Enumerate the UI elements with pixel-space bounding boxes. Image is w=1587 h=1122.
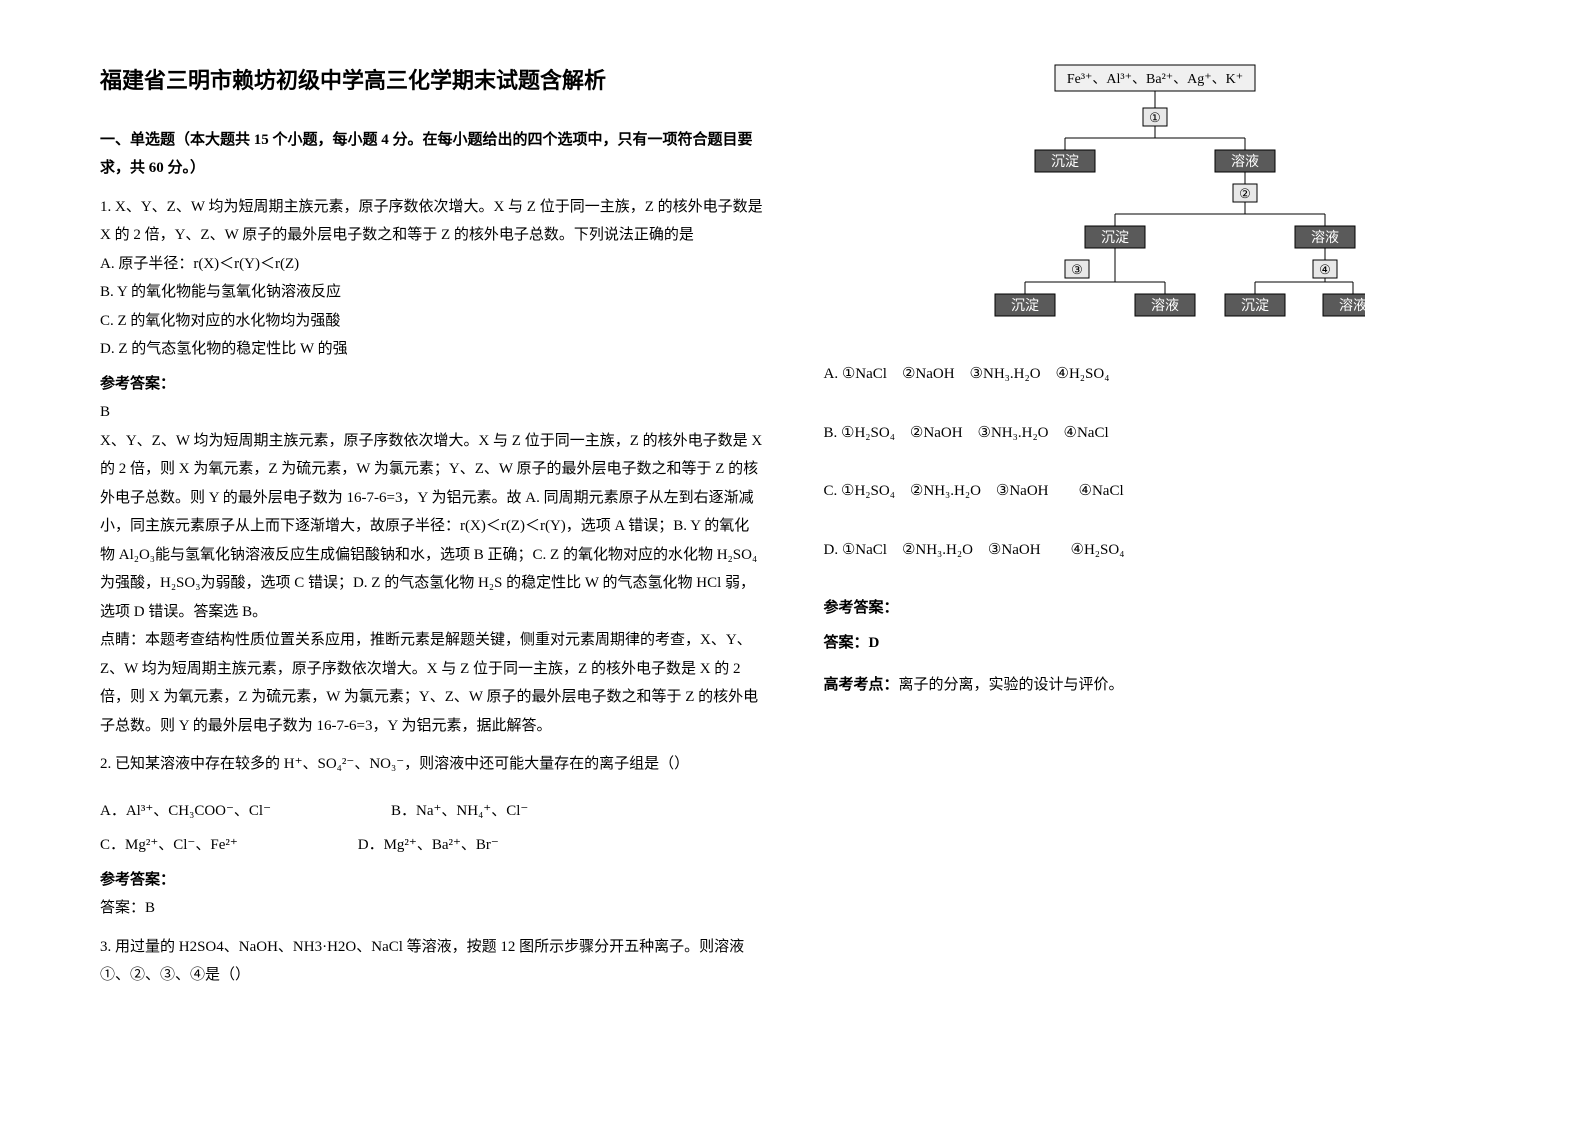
q3-stem: 3. 用过量的 H2SO4、NaOH、NH3·H2O、NaCl 等溶液，按题 1…: [100, 933, 764, 990]
question-3: 3. 用过量的 H2SO4、NaOH、NH3·H2O、NaCl 等溶液，按题 1…: [100, 933, 764, 990]
q2-stem: 2. 已知某溶液中存在较多的 H⁺、SO₄²⁻、NO₃⁻，则溶液中还可能大量存在…: [100, 750, 764, 779]
q3-optA: A. ①NaCl ②NaOH ③NH₃.H₂O ④H₂SO₄: [824, 360, 1488, 389]
svg-text:溶液: 溶液: [1231, 154, 1259, 170]
svg-text:沉淀: 沉淀: [1101, 230, 1129, 246]
answer-label: 参考答案：: [100, 866, 764, 895]
q2-optB: B．Na⁺、NH₄⁺、Cl⁻: [391, 797, 528, 826]
svg-text:沉淀: 沉淀: [1241, 298, 1269, 314]
q3-answer: 答案：D: [824, 629, 1488, 658]
svg-text:④: ④: [1319, 262, 1331, 277]
q2-answer: 答案：B: [100, 894, 764, 923]
answer-label: 参考答案：: [100, 370, 764, 399]
svg-text:②: ②: [1239, 186, 1251, 201]
svg-text:溶液: 溶液: [1311, 230, 1339, 246]
q2-optA: A．Al³⁺、CH₃COO⁻、Cl⁻: [100, 797, 271, 826]
q1-explanation-2: 点睛：本题考查结构性质位置关系应用，推断元素是解题关键，侧重对元素周期律的考查，…: [100, 626, 764, 740]
q1-answer: B: [100, 398, 764, 427]
q1-stem: 1. X、Y、Z、W 均为短周期主族元素，原子序数依次增大。X 与 Z 位于同一…: [100, 193, 764, 250]
section-heading: 一、单选题（本大题共 15 个小题，每小题 4 分。在每小题给出的四个选项中，只…: [100, 126, 764, 183]
svg-text:沉淀: 沉淀: [1051, 154, 1079, 170]
q2-optD: D．Mg²⁺、Ba²⁺、Br⁻: [358, 831, 499, 860]
svg-text:③: ③: [1071, 262, 1083, 277]
q1-optC: C. Z 的氧化物对应的水化物均为强酸: [100, 307, 764, 336]
q1-explanation-1: X、Y、Z、W 均为短周期主族元素，原子序数依次增大。X 与 Z 位于同一主族，…: [100, 427, 764, 627]
question-1: 1. X、Y、Z、W 均为短周期主族元素，原子序数依次增大。X 与 Z 位于同一…: [100, 193, 764, 741]
diagram-top-ions: Fe³⁺、Al³⁺、Ba²⁺、Ag⁺、K⁺: [1067, 72, 1243, 87]
q3-optC: C. ①H₂SO₄ ②NH₃.H₂O ③NaOH ④NaCl: [824, 477, 1488, 506]
svg-text:溶液: 溶液: [1151, 298, 1179, 314]
q3-exam-point: 高考考点：离子的分离，实验的设计与评价。: [824, 671, 1488, 700]
svg-text:①: ①: [1149, 110, 1161, 125]
q1-optD: D. Z 的气态氢化物的稳定性比 W 的强: [100, 335, 764, 364]
q1-optB: B. Y 的氧化物能与氢氧化钠溶液反应: [100, 278, 764, 307]
svg-text:沉淀: 沉淀: [1011, 298, 1039, 314]
q2-optC: C．Mg²⁺、Cl⁻、Fe²⁺: [100, 831, 238, 860]
question-2: 2. 已知某溶液中存在较多的 H⁺、SO₄²⁻、NO₃⁻，则溶液中还可能大量存在…: [100, 750, 764, 923]
q1-optA: A. 原子半径：r(X)＜r(Y)＜r(Z): [100, 250, 764, 279]
page-title: 福建省三明市赖坊初级中学高三化学期末试题含解析: [100, 60, 764, 102]
ion-separation-diagram: Fe³⁺、Al³⁺、Ba²⁺、Ag⁺、K⁺ ① 沉淀 溶液 ②: [945, 60, 1365, 330]
q3-optD: D. ①NaCl ②NH₃.H₂O ③NaOH ④H₂SO₄: [824, 536, 1488, 565]
q3-optB: B. ①H₂SO₄ ②NaOH ③NH₃.H₂O ④NaCl: [824, 419, 1488, 448]
svg-text:溶液: 溶液: [1339, 298, 1365, 314]
answer-label: 参考答案：: [824, 594, 1488, 623]
